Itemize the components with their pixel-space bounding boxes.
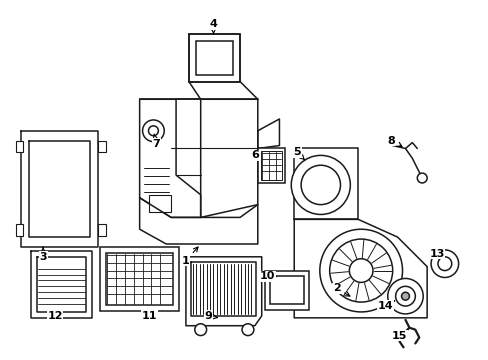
Bar [16,141,23,152]
Circle shape [242,324,253,336]
Text: 10: 10 [260,271,275,282]
Bar [188,34,240,82]
Text: 5: 5 [293,148,304,160]
Text: 15: 15 [391,330,407,341]
Polygon shape [294,148,358,219]
Bar [260,152,282,180]
Polygon shape [140,198,257,244]
Circle shape [301,165,340,204]
Circle shape [416,173,426,183]
Text: 1: 1 [182,247,198,266]
Text: 4: 4 [209,19,217,34]
Circle shape [319,229,402,312]
Text: 14: 14 [377,301,394,311]
Polygon shape [140,99,200,217]
Text: 3: 3 [39,247,47,262]
Bar [100,247,179,311]
Circle shape [430,250,458,278]
Circle shape [395,286,414,306]
Bar [106,253,173,305]
Bar [264,271,308,310]
Circle shape [437,257,451,271]
Polygon shape [31,251,92,318]
Polygon shape [29,141,90,237]
Circle shape [387,278,422,314]
Text: 6: 6 [250,150,258,161]
Bar [149,195,171,212]
Text: 7: 7 [152,134,160,149]
Bar [195,41,233,75]
Circle shape [142,120,164,141]
Text: 8: 8 [387,136,401,147]
Circle shape [329,239,392,302]
Polygon shape [21,131,98,247]
Polygon shape [185,257,261,326]
Polygon shape [188,34,240,82]
Circle shape [148,126,158,136]
Text: 11: 11 [142,311,157,321]
Circle shape [291,156,349,215]
Polygon shape [200,99,257,217]
Text: 13: 13 [428,249,444,259]
Polygon shape [257,119,279,148]
Text: 9: 9 [204,311,217,321]
Bar [257,148,285,183]
Bar [269,276,304,304]
Text: 2: 2 [332,283,349,296]
Bar [16,224,23,236]
Circle shape [348,259,372,282]
Bar [98,224,106,236]
Polygon shape [294,219,426,318]
Text: 12: 12 [47,311,62,321]
Polygon shape [190,262,255,316]
Circle shape [401,292,408,300]
Circle shape [194,324,206,336]
Polygon shape [37,257,86,312]
Bar [98,141,106,152]
